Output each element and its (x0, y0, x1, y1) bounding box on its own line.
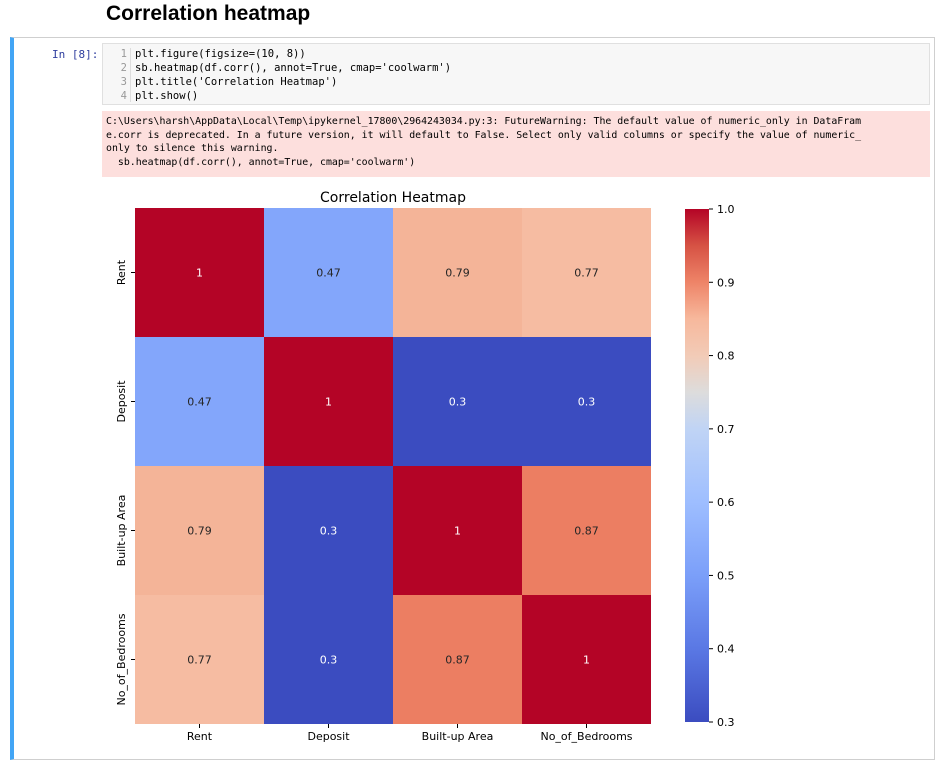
cell-annotation: 0.87 (574, 525, 599, 538)
colorbar-tick-label: 1.0 (717, 203, 735, 216)
line-number: 3 (120, 76, 127, 88)
cell-annotation: 0.3 (449, 396, 467, 409)
cell-annotation: 1 (454, 525, 461, 538)
cell-annotation: 0.87 (445, 654, 470, 667)
code-text: plt.title('Correlation Heatmap') (135, 76, 338, 88)
chart-title: Correlation Heatmap (320, 190, 466, 206)
section-heading: Correlation heatmap (106, 2, 311, 25)
heatmap-cell (135, 595, 264, 724)
heatmap-cell (522, 337, 651, 466)
y-tick-label: Rent (115, 259, 128, 285)
heatmap-cell (522, 466, 651, 595)
colorbar-tick-label: 0.6 (717, 496, 735, 509)
colorbar-tick-label: 0.9 (717, 276, 735, 289)
heatmap-cell (393, 337, 522, 466)
stderr-line: sb.heatmap(df.corr(), annot=True, cmap='… (106, 156, 416, 168)
x-tick-label: Deposit (307, 730, 350, 743)
stderr-line: e.corr is deprecated. In a future versio… (106, 129, 862, 141)
code-editor[interactable]: 1 plt.figure(figsize=(10, 8)) 2 sb.heatmap… (102, 43, 930, 105)
cell-annotation: 0.3 (578, 396, 596, 409)
stderr-output: C:\Users\harsh\AppData\Local\Temp\ipyker… (102, 111, 930, 177)
heatmap-cell (264, 595, 393, 724)
code-text: plt.show() (135, 90, 199, 102)
colorbar-tick-label: 0.7 (717, 423, 735, 436)
code-text: plt.figure(figsize=(10, 8)) (135, 48, 306, 60)
heatmap-cell (522, 595, 651, 724)
cell-annotation: 1 (583, 654, 590, 667)
stderr-line: only to silence this warning. (106, 143, 279, 154)
heatmap-cell (135, 337, 264, 466)
line-number: 2 (120, 62, 127, 74)
cell-annotation: 0.3 (320, 525, 338, 538)
colorbar-tick-label: 0.4 (717, 643, 735, 656)
y-tick-label: No_of_Bedrooms (115, 613, 128, 705)
heatmap-cell (264, 337, 393, 466)
x-tick-label: Rent (187, 730, 213, 743)
cell-annotation: 0.79 (187, 525, 212, 538)
colorbar-tick-label: 0.5 (717, 569, 735, 582)
line-number: 4 (120, 90, 127, 102)
stderr-line: C:\Users\harsh\AppData\Local\Temp\ipyker… (106, 116, 862, 127)
code-line[interactable]: 1 plt.figure(figsize=(10, 8)) (103, 47, 306, 61)
heatmap-cell (393, 595, 522, 724)
heatmap-cell (135, 208, 264, 337)
cell-annotation: 0.3 (320, 654, 338, 667)
cell-annotation: 1 (196, 267, 203, 280)
code-line[interactable]: 4 plt.show() (103, 89, 199, 103)
heatmap-cell (522, 208, 651, 337)
cell-annotation: 0.47 (187, 396, 212, 409)
line-number: 1 (120, 48, 127, 60)
cell-prompt: In [8]: (52, 48, 99, 61)
colorbar-tick-label: 0.3 (717, 716, 735, 729)
heatmap-cell (393, 466, 522, 595)
heatmap-cell (264, 466, 393, 595)
code-line[interactable]: 2 sb.heatmap(df.corr(), annot=True, cmap=… (103, 61, 451, 75)
heatmap-cell (393, 208, 522, 337)
cell-annotation: 1 (325, 396, 332, 409)
heatmap-cell (135, 466, 264, 595)
line-number-gutter (130, 48, 131, 102)
y-tick-label: Built-up Area (115, 495, 128, 567)
x-tick-label: Built-up Area (422, 730, 494, 743)
cell-annotation: 0.79 (445, 267, 470, 280)
x-tick-label: No_of_Bedrooms (540, 730, 632, 743)
colorbar-tick-label: 0.8 (717, 350, 735, 363)
y-tick-label: Deposit (115, 380, 128, 423)
colorbar (685, 209, 709, 722)
heatmap-cell (264, 208, 393, 337)
cell-annotation: 0.77 (187, 654, 212, 667)
code-line[interactable]: 3 plt.title('Correlation Heatmap') (103, 75, 338, 89)
cell-annotation: 0.47 (316, 267, 341, 280)
code-text: sb.heatmap(df.corr(), annot=True, cmap='… (135, 62, 452, 74)
cell-annotation: 0.77 (574, 267, 599, 280)
